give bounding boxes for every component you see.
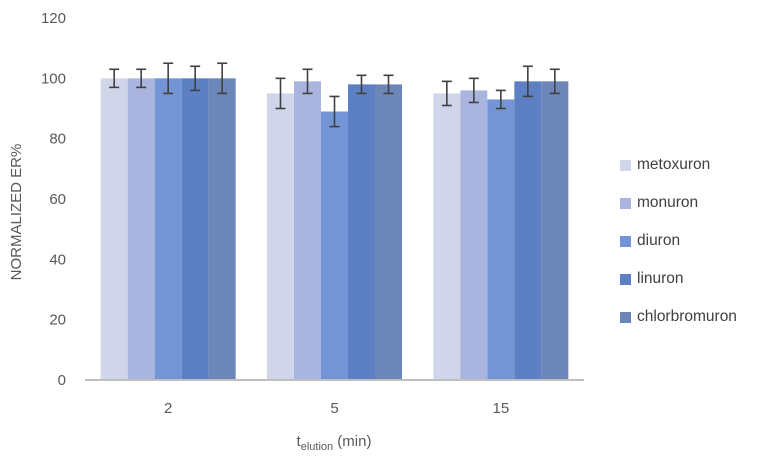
x-tick-label: 5 xyxy=(330,400,338,417)
legend-label: diuron xyxy=(637,232,681,249)
error-bar-metoxuron-2 xyxy=(109,68,120,89)
error-bar-diuron-5 xyxy=(329,95,340,128)
legend-label: linuron xyxy=(637,270,684,287)
legend-item-diuron: diuron xyxy=(620,222,737,260)
bar-monuron-15 xyxy=(460,90,488,381)
bar-chlorbromuron-2 xyxy=(208,78,236,380)
x-axis-ticks: 2 5 15 xyxy=(164,400,509,417)
y-tick-label: 60 xyxy=(49,191,66,208)
x-tick-label: 2 xyxy=(164,400,172,417)
x-axis-title-unit: (min) xyxy=(333,433,371,450)
error-bar-linuron-2 xyxy=(190,65,201,92)
error-bars xyxy=(109,62,560,128)
bar-metoxuron-5 xyxy=(267,93,294,381)
bar-diuron-5 xyxy=(321,111,348,381)
legend-label: chlorbromuron xyxy=(637,308,737,325)
y-axis-title: NORMALIZED ER% xyxy=(8,144,25,281)
y-tick-label: 40 xyxy=(49,251,66,268)
error-bar-chlorbromuron-15 xyxy=(549,68,560,95)
error-bar-monuron-15 xyxy=(468,77,479,104)
bar-diuron-2 xyxy=(154,78,182,380)
legend-swatch xyxy=(620,197,631,209)
bar-metoxuron-2 xyxy=(100,78,128,380)
legend-swatch xyxy=(620,273,631,285)
legend-swatch xyxy=(620,159,631,171)
legend-item-linuron: linuron xyxy=(620,260,737,298)
error-bar-linuron-5 xyxy=(356,74,367,95)
error-bar-chlorbromuron-2 xyxy=(217,62,228,95)
legend-label: monuron xyxy=(637,194,699,211)
y-tick-label: 20 xyxy=(49,312,66,329)
error-bar-linuron-15 xyxy=(522,65,533,98)
error-bar-monuron-5 xyxy=(302,68,313,95)
bar-linuron-15 xyxy=(514,81,542,380)
bar-linuron-5 xyxy=(348,84,375,380)
x-axis-title: telution (min) xyxy=(297,433,372,453)
legend-item-metoxuron: metoxuron xyxy=(620,146,737,184)
legend-item-monuron: monuron xyxy=(620,184,737,222)
legend-swatch xyxy=(620,235,631,247)
bar-monuron-2 xyxy=(127,78,155,380)
legend: metoxuron monuron diuron linuron chlorbromur… xyxy=(620,146,737,336)
y-tick-label: 120 xyxy=(41,10,66,27)
legend-item-chlorbromuron: chlorbromuron xyxy=(620,298,737,336)
error-bar-diuron-15 xyxy=(495,89,506,110)
bar-chlorbromuron-15 xyxy=(541,81,569,380)
bar-chlorbromuron-5 xyxy=(375,84,402,380)
error-bar-monuron-2 xyxy=(136,68,147,89)
bar-linuron-2 xyxy=(181,78,209,380)
bar-monuron-5 xyxy=(294,81,321,380)
x-tick-label: 15 xyxy=(492,400,509,417)
y-tick-label: 100 xyxy=(41,70,66,87)
x-axis-title-sub: elution xyxy=(301,441,333,453)
legend-swatch xyxy=(620,311,631,323)
error-bar-metoxuron-5 xyxy=(275,77,286,110)
y-tick-label: 0 xyxy=(58,372,66,389)
y-axis-ticks: 0 20 40 60 80 100 120 xyxy=(41,10,66,389)
x-axis-title-main: t xyxy=(297,433,302,450)
bar-diuron-15 xyxy=(487,99,515,380)
error-bar-diuron-2 xyxy=(163,62,174,95)
error-bar-chlorbromuron-5 xyxy=(383,74,394,95)
bar-metoxuron-15 xyxy=(433,93,461,381)
legend-label: metoxuron xyxy=(637,156,711,173)
error-bar-metoxuron-15 xyxy=(441,80,452,107)
bars xyxy=(100,78,569,381)
y-tick-label: 80 xyxy=(49,131,66,148)
